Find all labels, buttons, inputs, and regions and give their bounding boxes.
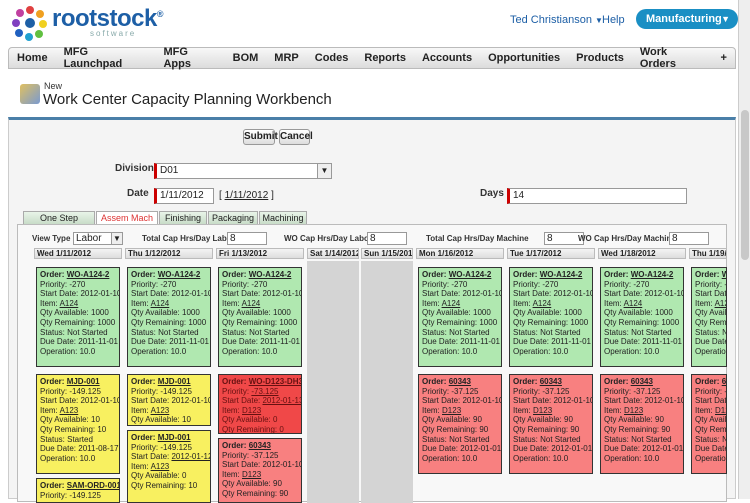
nav-work-orders[interactable]: Work Orders — [639, 46, 676, 70]
wo-cap-machine-label: WO Cap Hrs/Day Machine — [578, 234, 676, 243]
nav-home[interactable]: Home — [17, 52, 48, 64]
nav-mfg-apps[interactable]: MFG Apps — [163, 46, 191, 70]
main-nav: Home MFG Launchpad MFG Apps BOM MRP Code… — [8, 46, 736, 70]
tab-one-step-routing[interactable]: One Step Routing — [23, 211, 95, 235]
brand-name: rootstock® — [52, 5, 164, 32]
weekend-column — [307, 261, 359, 503]
brand-tagline: software — [90, 29, 137, 38]
nav-bom[interactable]: BOM — [232, 52, 259, 64]
date-label: Date — [127, 188, 149, 199]
work-order-card[interactable]: Order: MJD-001 Priority: -149.125 Start Da… — [127, 374, 211, 426]
schedule-grid: View Type Labor ▼ Total Cap Hrs/Day Labor… — [17, 224, 727, 503]
date-field[interactable]: 1/11/2012 — [154, 188, 214, 204]
chevron-down-icon: ▼ — [721, 14, 730, 24]
nav-add-tab-button[interactable]: + — [720, 52, 727, 64]
work-order-card[interactable]: Order: WO-D123-DH3 Priority: -73.125 Start… — [218, 374, 302, 434]
day-header: Sat 1/14/2012 — [307, 248, 359, 259]
view-type-select[interactable]: Labor ▼ — [73, 232, 123, 245]
day-header: Fri 1/13/2012 — [216, 248, 304, 259]
app-switcher[interactable]: Manufacturing ▼ — [636, 9, 738, 29]
division-label: Division — [115, 163, 154, 174]
page-header: New Work Center Capacity Planning Workbe… — [8, 70, 736, 115]
chevron-down-icon: ▼ — [111, 233, 122, 244]
tab-machining[interactable]: Machining — [259, 211, 307, 224]
day-header: Tue 1/17/2012 — [507, 248, 595, 259]
nav-products[interactable]: Products — [576, 52, 624, 64]
day-header: Thu 1/19/2012 — [689, 248, 727, 259]
day-header: Thu 1/12/2012 — [125, 248, 213, 259]
days-field[interactable]: 14 — [507, 188, 687, 204]
help-link[interactable]: Help — [602, 14, 625, 26]
rootstock-logo-icon — [12, 6, 47, 41]
wo-cap-machine-input[interactable]: 8 — [669, 232, 709, 245]
total-cap-machine-label: Total Cap Hrs/Day Machine — [426, 234, 529, 243]
division-select[interactable]: D01 ▼ — [154, 163, 332, 179]
day-header: Mon 1/16/2012 — [416, 248, 504, 259]
workbench-icon — [20, 84, 40, 104]
workbench-panel: Submit Cancel Division D01 ▼ Date 1/11/20… — [8, 117, 736, 503]
tab-assem-mach[interactable]: Assem Mach — [96, 211, 158, 225]
wo-cap-labor-label: WO Cap Hrs/Day Labor — [284, 234, 373, 243]
nav-mfg-launchpad[interactable]: MFG Launchpad — [63, 46, 123, 70]
weekend-column — [361, 261, 413, 503]
nav-mrp[interactable]: MRP — [274, 52, 299, 64]
days-label: Days — [480, 188, 504, 199]
submit-button[interactable]: Submit — [243, 129, 278, 145]
cancel-button[interactable]: Cancel — [279, 129, 313, 145]
day-header: Wed 1/11/2012 — [34, 248, 122, 259]
view-type-label: View Type — [32, 234, 71, 243]
day-header: Wed 1/18/2012 — [598, 248, 686, 259]
nav-opportunities[interactable]: Opportunities — [488, 52, 561, 64]
vertical-scrollbar[interactable] — [738, 0, 750, 499]
date-today-link[interactable]: [ 1/11/2012 ] — [219, 190, 274, 201]
nav-accounts[interactable]: Accounts — [421, 52, 473, 64]
work-order-card[interactable]: Order: MJD-001 Priority: -149.125 Start Da… — [127, 430, 211, 503]
total-cap-labor-label: Total Cap Hrs/Day Labor — [142, 234, 235, 243]
work-order-card[interactable]: Order: SAM-ORD-001 Priority: -149.125 — [36, 478, 120, 503]
nav-reports[interactable]: Reports — [364, 52, 406, 64]
day-header: Sun 1/15/2012 — [361, 248, 413, 259]
tab-finishing[interactable]: Finishing — [159, 211, 207, 224]
nav-codes[interactable]: Codes — [314, 52, 349, 64]
total-cap-machine-input[interactable]: 8 — [544, 232, 584, 245]
total-cap-labor-input[interactable]: 8 — [227, 232, 267, 245]
top-bar: rootstock® software Ted Christianson ▼ He… — [0, 0, 750, 46]
chevron-down-icon: ▼ — [317, 164, 331, 178]
page-title: Work Center Capacity Planning Workbench — [43, 91, 332, 108]
work-order-card[interactable]: Order: MJD-001 Priority: -149.125 Start Da… — [36, 374, 120, 474]
scrollbar-thumb[interactable] — [741, 110, 749, 260]
page-subtitle: New — [44, 81, 63, 91]
user-menu[interactable]: Ted Christianson ▼ — [510, 14, 603, 26]
tab-packaging[interactable]: Packaging — [208, 211, 258, 224]
chevron-down-icon: ▼ — [594, 16, 603, 25]
wo-cap-labor-input[interactable]: 8 — [367, 232, 407, 245]
